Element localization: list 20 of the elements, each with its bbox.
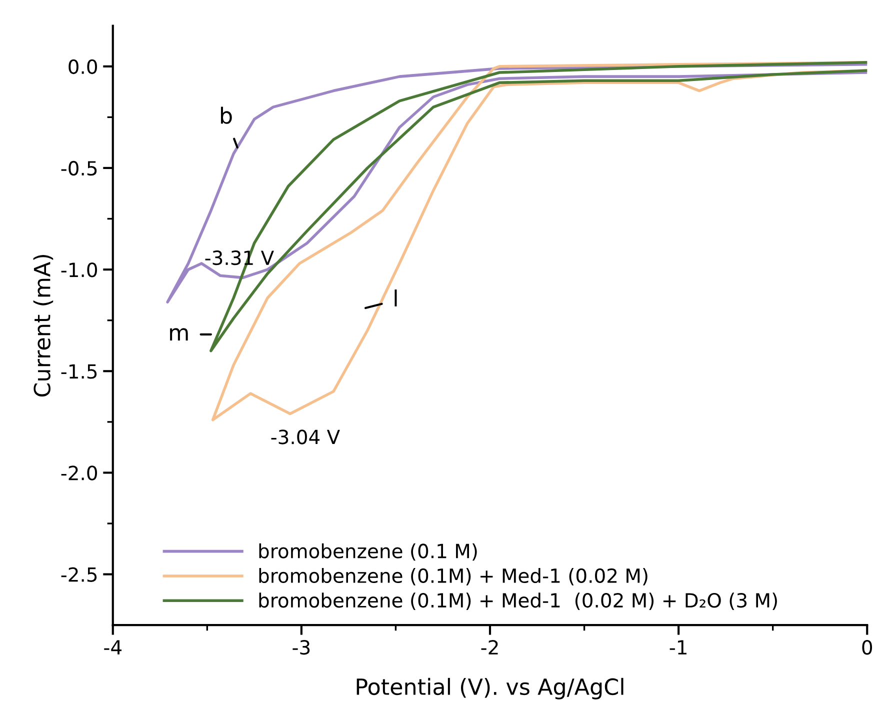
y-tick-label: -0.5 xyxy=(61,160,97,176)
annotation: m xyxy=(170,328,188,341)
y-tick-label: -2.5 xyxy=(61,567,97,582)
y-tick-label: -1.0 xyxy=(61,262,97,278)
y-tick-label: -2.0 xyxy=(61,466,97,480)
legend-label: bromobenzene (0.1M) + Med-1 (0.02 M) xyxy=(259,568,648,586)
x-tick-label: 0 xyxy=(862,640,872,655)
x-tick-label: -4 xyxy=(104,640,122,654)
x-tick-label: -2 xyxy=(481,640,498,654)
x-tick-label: -1 xyxy=(670,640,686,654)
y-axis-title: Current (mA) xyxy=(33,254,54,397)
legend-label: bromobenzene (0.1 M) xyxy=(259,543,477,561)
y-tick-label: 0.0 xyxy=(68,59,97,74)
x-axis-title: Potential (V). vs Ag/AgCl xyxy=(356,678,624,700)
annotation: b xyxy=(220,106,232,124)
y-tick-label: -1.5 xyxy=(61,364,97,379)
annotation: -3.04 V xyxy=(271,430,340,444)
annotation: l xyxy=(394,290,397,306)
x-tick-label: -3 xyxy=(292,640,310,655)
legend-label: bromobenzene (0.1M) + Med-1 (0.02 M) + D₂O (3 M) xyxy=(259,592,777,610)
